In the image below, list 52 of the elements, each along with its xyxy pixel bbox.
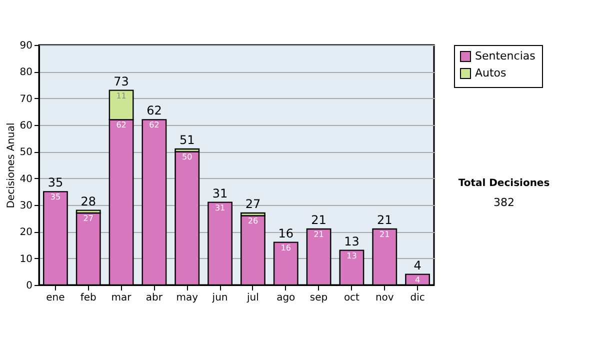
x-tick-label: feb (80, 292, 96, 304)
x-tick-label: mar (111, 292, 132, 304)
total-label: 51 (179, 133, 195, 147)
data-label: 35 (50, 192, 61, 202)
data-label: 27 (83, 214, 94, 223)
x-tick-label: nov (375, 292, 394, 304)
text: 382 (494, 196, 514, 209)
data-label: 50 (182, 152, 192, 162)
total-label: 21 (376, 213, 392, 227)
data-label: 62 (116, 120, 126, 130)
total-label: 4 (414, 258, 422, 272)
x-tick-label: abr (146, 292, 164, 304)
data-label: 11 (116, 91, 126, 100)
x-tick-label: jul (246, 292, 259, 304)
y-tick-label: 40 (20, 174, 32, 185)
total-label: 62 (146, 104, 162, 118)
legend-label: Autos (475, 66, 507, 80)
y-tick-label: 90 (20, 40, 32, 52)
total-label: 28 (80, 194, 96, 208)
total-label: 16 (278, 226, 294, 240)
total-label: 73 (114, 74, 129, 88)
x-tick-label: jun (211, 292, 228, 304)
legend-label: Sentencias (475, 50, 536, 62)
x-tick-label: ago (276, 292, 296, 304)
data-label: 21 (314, 230, 324, 239)
x-tick-label: sep (310, 292, 328, 304)
data-label: 4 (414, 275, 420, 284)
data-label: 13 (346, 251, 357, 260)
total-label: 31 (212, 186, 228, 200)
y-tick-label: 0 (26, 280, 32, 292)
y-tick-label: 60 (20, 120, 32, 132)
total-label: 27 (245, 197, 261, 211)
x-tick-label: ene (46, 292, 65, 304)
total-label: 13 (344, 234, 360, 248)
data-label: 31 (214, 203, 226, 212)
x-tick-label: dic (410, 292, 425, 304)
total-label: 35 (48, 176, 64, 190)
x-tick-label: may (176, 292, 198, 304)
x-tick-label: oct (344, 292, 360, 304)
text: Total Decisiones (458, 178, 550, 189)
data-label: 26 (248, 216, 258, 226)
y-tick-label: 30 (20, 200, 32, 212)
y-tick-label: 50 (20, 147, 32, 158)
y-tick-label: 70 (20, 94, 32, 105)
data-label: 21 (380, 230, 390, 239)
y-tick-label: 20 (20, 227, 32, 238)
total-label: 21 (311, 213, 326, 227)
y-axis-title: Decisiones Anual (6, 122, 17, 208)
y-tick-label: 80 (20, 67, 32, 78)
data-label: 62 (149, 120, 160, 130)
data-label: 16 (280, 243, 291, 252)
y-tick-label: 10 (20, 254, 32, 265)
